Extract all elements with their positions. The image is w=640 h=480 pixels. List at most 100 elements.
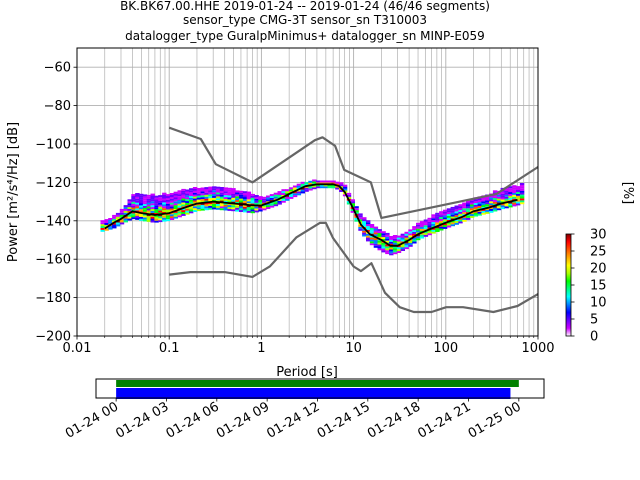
density-cell <box>285 194 290 197</box>
density-cell <box>204 204 209 207</box>
density-cell <box>296 185 302 188</box>
density-cell <box>119 210 125 213</box>
density-cell <box>150 197 155 200</box>
density-cell <box>431 220 436 223</box>
density-cell <box>408 231 413 234</box>
density-cell <box>396 247 402 250</box>
density-cell <box>246 201 252 204</box>
timeline-tick-label: 01-24 09 <box>214 399 272 441</box>
density-cell <box>450 220 455 223</box>
y-tick-label: −120 <box>35 176 71 191</box>
density-cell <box>258 207 263 210</box>
density-cell <box>142 215 148 218</box>
psd-y-axis-label: Power [m²/s⁴/Hz] [dB] <box>6 122 21 262</box>
density-cell <box>462 208 467 211</box>
density-cell <box>423 234 429 237</box>
density-cell <box>477 209 482 212</box>
density-cell <box>181 200 186 203</box>
density-cell <box>369 225 375 228</box>
density-cell <box>316 184 321 187</box>
density-cell <box>235 198 240 201</box>
density-cell <box>223 189 228 192</box>
density-cell <box>246 208 252 211</box>
density-cell <box>485 204 490 207</box>
density-cell <box>154 205 159 208</box>
density-cell <box>492 207 498 210</box>
density-cell <box>416 238 421 241</box>
density-cell <box>204 202 209 205</box>
density-cell <box>208 190 213 193</box>
density-cell <box>300 191 305 194</box>
density-cell <box>396 251 402 253</box>
density-cell <box>266 203 271 206</box>
density-cell <box>254 196 259 199</box>
density-cell <box>142 202 148 205</box>
density-cell <box>181 202 186 205</box>
density-cell <box>381 248 386 251</box>
density-cell <box>416 226 421 229</box>
density-cell <box>492 209 498 212</box>
density-cell <box>489 195 494 198</box>
density-cell <box>458 204 463 207</box>
density-cell <box>165 217 171 220</box>
density-cell <box>381 231 386 234</box>
density-cell <box>458 211 463 214</box>
density-cell <box>177 196 182 199</box>
density-cell <box>392 242 398 245</box>
x-tick-label: 1 <box>257 341 265 356</box>
density-cell <box>500 203 505 206</box>
density-cell <box>512 191 517 193</box>
density-cell <box>185 199 190 202</box>
density-cell <box>385 238 390 241</box>
density-cell <box>508 186 513 189</box>
density-cell <box>162 210 167 212</box>
density-cell <box>350 208 355 211</box>
density-cell <box>354 208 359 211</box>
density-cell <box>165 199 171 202</box>
density-cell <box>127 205 132 208</box>
density-cell <box>146 216 152 219</box>
density-cell <box>416 236 421 239</box>
density-cell <box>239 208 244 211</box>
density-cell <box>239 196 244 199</box>
density-cell <box>292 191 298 194</box>
density-cell <box>146 202 152 205</box>
density-cell <box>350 203 355 206</box>
density-cell <box>227 193 232 196</box>
density-cell <box>266 197 271 200</box>
density-cell <box>239 198 244 201</box>
density-cell <box>208 188 213 191</box>
density-cell <box>162 204 167 207</box>
timeline-tick-label: 01-24 21 <box>415 399 473 441</box>
density-cell <box>177 205 182 208</box>
density-cell <box>150 208 155 211</box>
density-cell <box>335 183 340 186</box>
density-cell <box>162 196 167 199</box>
density-cell <box>446 225 452 228</box>
density-cell <box>131 209 136 212</box>
density-cell <box>250 197 255 200</box>
density-cell <box>427 225 432 228</box>
density-cell <box>342 188 348 191</box>
density-cell <box>396 245 402 248</box>
density-cell <box>423 227 429 230</box>
density-cell <box>146 206 152 209</box>
density-cell <box>104 221 109 223</box>
density-cell <box>112 222 117 225</box>
density-cell <box>442 211 448 214</box>
density-cell <box>112 224 117 227</box>
density-cell <box>389 251 394 254</box>
density-cell <box>400 243 405 246</box>
density-cell <box>223 193 228 196</box>
density-cell <box>473 204 479 207</box>
density-cell <box>258 209 263 212</box>
density-cell <box>231 207 236 210</box>
density-cell <box>123 218 128 221</box>
density-cell <box>250 201 255 204</box>
density-cell <box>165 194 171 197</box>
density-cell <box>139 199 144 202</box>
density-cell <box>362 232 367 235</box>
density-cell <box>146 194 152 197</box>
density-cell <box>358 217 363 220</box>
density-cell <box>416 222 421 225</box>
